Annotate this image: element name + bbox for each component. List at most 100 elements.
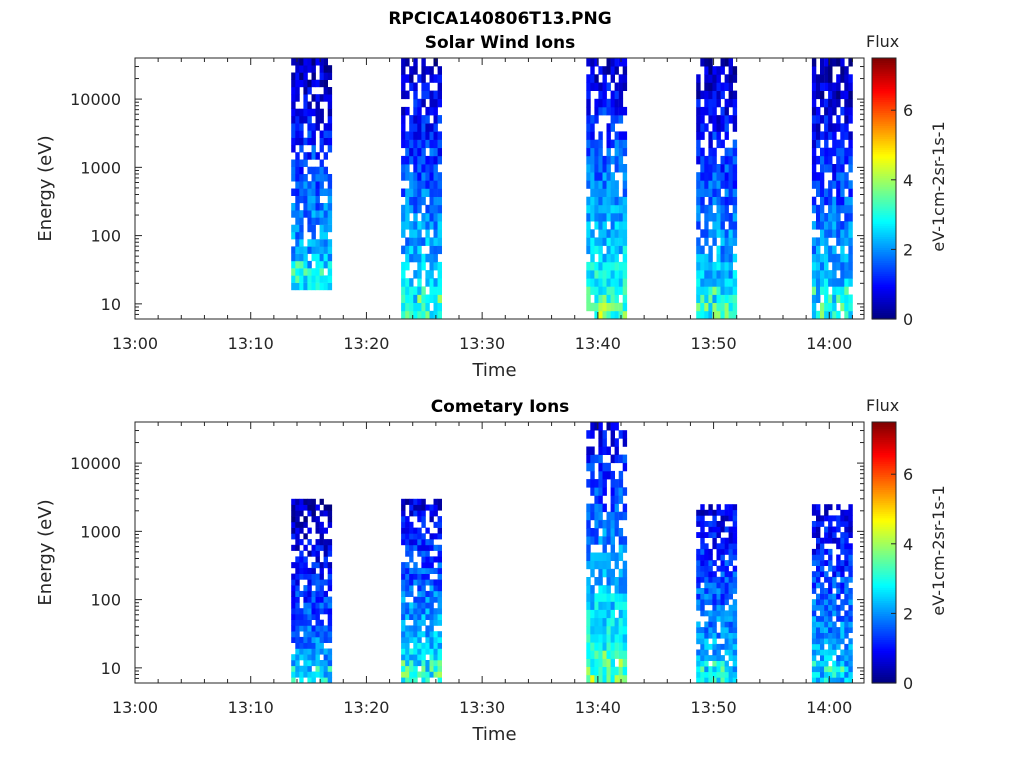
heatmap-cell xyxy=(303,567,308,574)
heatmap-cell xyxy=(421,660,426,667)
colorbar-segment xyxy=(872,489,896,493)
heatmap-cell xyxy=(824,302,829,312)
colorbar-segment xyxy=(872,68,896,72)
heatmap-cell xyxy=(848,90,853,100)
heatmap-cell xyxy=(307,239,312,247)
heatmap-cell xyxy=(602,237,607,246)
heatmap-cell xyxy=(594,422,599,431)
heatmap-cell xyxy=(307,648,312,655)
heatmap-cell xyxy=(704,632,709,639)
heatmap-cell xyxy=(413,648,418,655)
heatmap-cell xyxy=(712,180,717,189)
colorbar-segment xyxy=(872,667,896,671)
heatmap-cell xyxy=(590,245,595,255)
heatmap-cell xyxy=(820,548,825,555)
colorbar-segment xyxy=(872,648,896,651)
heatmap-cell xyxy=(405,579,410,586)
heatmap-cell xyxy=(708,643,713,650)
heatmap-cell xyxy=(836,666,841,673)
heatmap-cell xyxy=(724,660,729,667)
heatmap-cell xyxy=(832,565,837,572)
heatmap-cell xyxy=(836,164,841,173)
heatmap-cell xyxy=(602,106,607,116)
heatmap-cell xyxy=(405,631,410,638)
heatmap-cell xyxy=(437,204,442,214)
heatmap-cell xyxy=(606,617,611,627)
heatmap-cell xyxy=(295,631,300,638)
heatmap-cell xyxy=(437,498,442,505)
heatmap-cell xyxy=(724,632,729,639)
heatmap-cell xyxy=(606,180,611,189)
heatmap-cell xyxy=(716,278,721,287)
heatmap-cell xyxy=(622,634,628,643)
heatmap-cell xyxy=(413,527,418,534)
heatmap-cell xyxy=(824,638,829,645)
heatmap-cell xyxy=(844,66,849,75)
heatmap-cell xyxy=(618,617,624,627)
heatmap-cell xyxy=(323,550,328,557)
heatmap-cell xyxy=(732,565,738,572)
heatmap-cell xyxy=(832,131,837,140)
heatmap-cell xyxy=(708,147,713,157)
heatmap-cell xyxy=(319,642,324,649)
heatmap-cell xyxy=(606,131,611,140)
heatmap-cell xyxy=(311,145,316,153)
heatmap-cell xyxy=(303,108,308,117)
heatmap-cell xyxy=(433,654,438,661)
heatmap-cell xyxy=(811,221,817,230)
colorbar-segment xyxy=(872,637,896,641)
heatmap-cell xyxy=(720,621,725,628)
heatmap-cell xyxy=(848,155,853,165)
heatmap-cell xyxy=(610,204,615,214)
heatmap-cell xyxy=(598,278,603,287)
heatmap-cell xyxy=(700,632,705,639)
heatmap-cell xyxy=(429,625,434,632)
heatmap-cell xyxy=(811,286,817,295)
x-tick-label: 13:10 xyxy=(228,698,274,717)
heatmap-cell xyxy=(848,504,853,511)
heatmap-cell xyxy=(704,649,709,656)
heatmap-cell xyxy=(315,108,320,117)
heatmap-cell xyxy=(622,593,628,602)
colorbar-segment xyxy=(872,498,896,501)
heatmap-cell xyxy=(437,585,442,592)
heatmap-cell xyxy=(836,98,841,108)
colorbar-segment xyxy=(872,253,896,257)
heatmap-cell xyxy=(409,510,414,517)
heatmap-cell xyxy=(307,619,312,626)
heatmap-cell xyxy=(437,654,442,661)
heatmap-cell xyxy=(437,648,442,655)
heatmap-cell xyxy=(401,261,406,271)
heatmap-cell xyxy=(303,596,308,603)
heatmap-cell xyxy=(598,658,603,667)
heatmap-cell xyxy=(417,147,422,157)
heatmap-cell xyxy=(811,560,817,566)
heatmap-cell xyxy=(614,261,619,271)
heatmap-cell xyxy=(728,253,733,263)
heatmap-cell xyxy=(708,188,713,197)
heatmap-cell xyxy=(409,579,414,586)
heatmap-cell xyxy=(820,310,825,320)
heatmap-cell xyxy=(820,677,825,684)
heatmap-cell xyxy=(828,204,833,214)
heatmap-cell xyxy=(700,593,705,600)
heatmap-cell xyxy=(618,164,624,173)
heatmap-cell xyxy=(295,94,300,102)
heatmap-cell xyxy=(433,642,438,649)
heatmap-cell xyxy=(327,608,333,615)
heatmap-cell xyxy=(425,204,430,214)
colorbar-segment xyxy=(872,619,896,623)
heatmap-cell xyxy=(712,532,717,538)
heatmap-cell xyxy=(291,498,296,505)
heatmap-cell xyxy=(327,602,333,609)
heatmap-cell xyxy=(602,229,607,238)
heatmap-cell xyxy=(712,627,717,633)
heatmap-cell xyxy=(323,137,328,146)
heatmap-cell xyxy=(421,654,426,661)
heatmap-cell xyxy=(724,188,729,197)
heatmap-cell xyxy=(704,172,709,181)
heatmap-cell xyxy=(828,115,833,124)
colorbar-segment xyxy=(872,582,896,586)
heatmap-cell xyxy=(614,213,619,222)
heatmap-cell xyxy=(811,604,817,611)
